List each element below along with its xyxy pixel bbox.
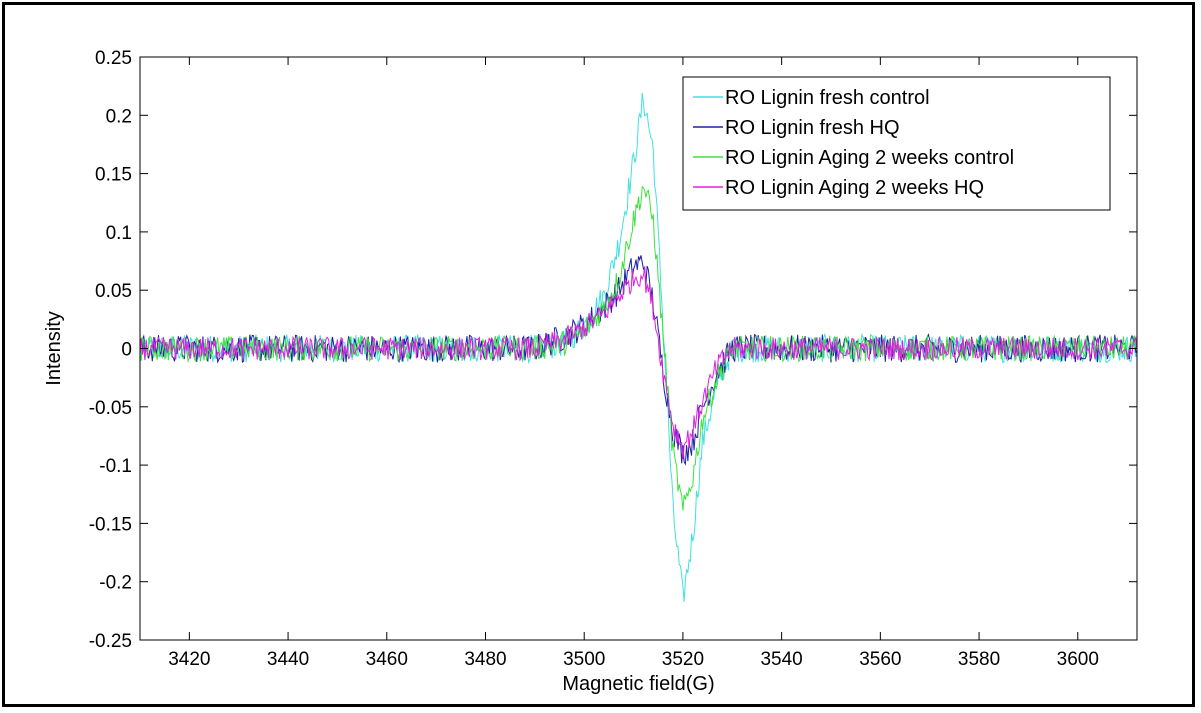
y-tick-label: -0.2 bbox=[99, 573, 132, 594]
y-tick-label: 0.05 bbox=[95, 281, 132, 302]
y-tick-label: 0.1 bbox=[106, 223, 132, 244]
x-tick-label: 3580 bbox=[958, 649, 1000, 670]
y-tick-label: 0.2 bbox=[106, 106, 132, 127]
x-tick-label: 3480 bbox=[464, 649, 506, 670]
x-tick-label: 3460 bbox=[366, 649, 408, 670]
x-tick-label: 3600 bbox=[1057, 649, 1099, 670]
x-axis-label: Magnetic field(G) bbox=[562, 673, 714, 695]
legend-box bbox=[682, 76, 1111, 211]
series-line-2 bbox=[139, 255, 1138, 466]
x-tick-label: 3560 bbox=[859, 649, 901, 670]
series-line-3 bbox=[139, 185, 1138, 511]
y-tick-label: 0.25 bbox=[95, 48, 132, 69]
y-tick-label: -0.05 bbox=[89, 398, 132, 419]
ticks-layer: 3420 3440 3460 3480 3500 3520 3540 3560 3580 3600… bbox=[89, 48, 1137, 670]
legend-label: RO Lignin Aging 2 weeks HQ bbox=[725, 177, 984, 199]
x-tick-label: 3440 bbox=[267, 649, 309, 670]
y-tick-label: 0.15 bbox=[95, 165, 132, 186]
y-tick-label: -0.1 bbox=[99, 456, 132, 477]
x-tick-label: 3420 bbox=[168, 649, 210, 670]
y-axis-label: Intensity bbox=[43, 311, 65, 385]
x-tick-label: 3540 bbox=[760, 649, 802, 670]
x-tick-label: 3500 bbox=[563, 649, 605, 670]
series-layer bbox=[139, 92, 1138, 602]
legend: RO Lignin fresh control RO Lignin fresh H… bbox=[682, 76, 1111, 211]
legend-label: RO Lignin fresh HQ bbox=[725, 117, 900, 139]
y-tick-label: 0 bbox=[121, 340, 132, 361]
x-tick-label: 3520 bbox=[662, 649, 704, 670]
legend-label: RO Lignin fresh control bbox=[725, 87, 930, 109]
y-tick-label: -0.15 bbox=[89, 514, 132, 535]
legend-label: RO Lignin Aging 2 weeks control bbox=[725, 147, 1014, 169]
series-line-4 bbox=[139, 266, 1138, 460]
y-tick-label: -0.25 bbox=[89, 631, 132, 652]
